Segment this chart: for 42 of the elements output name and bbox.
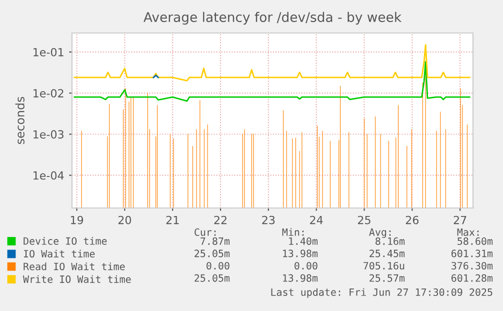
y-axis-title: seconds	[15, 96, 24, 144]
text: Cur:	[194, 228, 216, 236]
text: 13.98m	[283, 250, 318, 258]
legend-label: IO Wait time	[24, 250, 95, 258]
text: 25.05m	[194, 250, 230, 258]
x-tick-label: 25	[358, 216, 370, 224]
text: 376.30m	[452, 262, 493, 270]
x-tick-label: 26	[406, 216, 419, 224]
y-tick-label: 1e-04	[34, 171, 64, 180]
x-tick-label: 27	[454, 216, 466, 224]
x-tick-label: 19	[70, 216, 84, 224]
x-tick-label: 21	[166, 216, 179, 224]
text: 601.31m	[452, 250, 493, 258]
legend-label: Device IO time	[24, 237, 107, 245]
text: 0.00	[294, 262, 318, 270]
chart-title: Average latency for /dev/sda - by week	[144, 12, 402, 25]
text: Avg:	[369, 228, 391, 238]
x-tick-label: 22	[214, 216, 226, 224]
line-series	[74, 61, 470, 102]
text: 13.98m	[283, 274, 318, 282]
legend-label: Read IO Wait time	[24, 262, 125, 270]
text: 705.16u	[364, 262, 404, 270]
text: 7.87m	[200, 237, 230, 245]
text: 601.28m	[452, 274, 493, 282]
text: 8.16m	[376, 237, 405, 245]
line-series	[74, 44, 470, 82]
x-tick-label: 23	[262, 216, 275, 224]
text: 58.60m	[458, 237, 493, 245]
text: 25.57m	[370, 274, 405, 282]
y-tick-label: 1e-02	[34, 89, 64, 98]
text: Last update: Fri Jun 27 17:30:09 2025	[271, 288, 492, 298]
x-tick-label: 24	[310, 216, 323, 224]
text: Max:	[457, 228, 479, 236]
text: 25.45m	[370, 250, 405, 258]
text: 0.00	[206, 262, 230, 270]
x-tick-label: 20	[118, 216, 132, 224]
text: 1.40m	[289, 237, 318, 245]
text: Min:	[282, 228, 304, 236]
legend-label: Write IO Wait time	[23, 275, 131, 283]
text: 25.05m	[194, 274, 230, 282]
y-tick-label: 1e-03	[34, 130, 64, 139]
y-tick-label: 1e-01	[34, 48, 64, 56]
